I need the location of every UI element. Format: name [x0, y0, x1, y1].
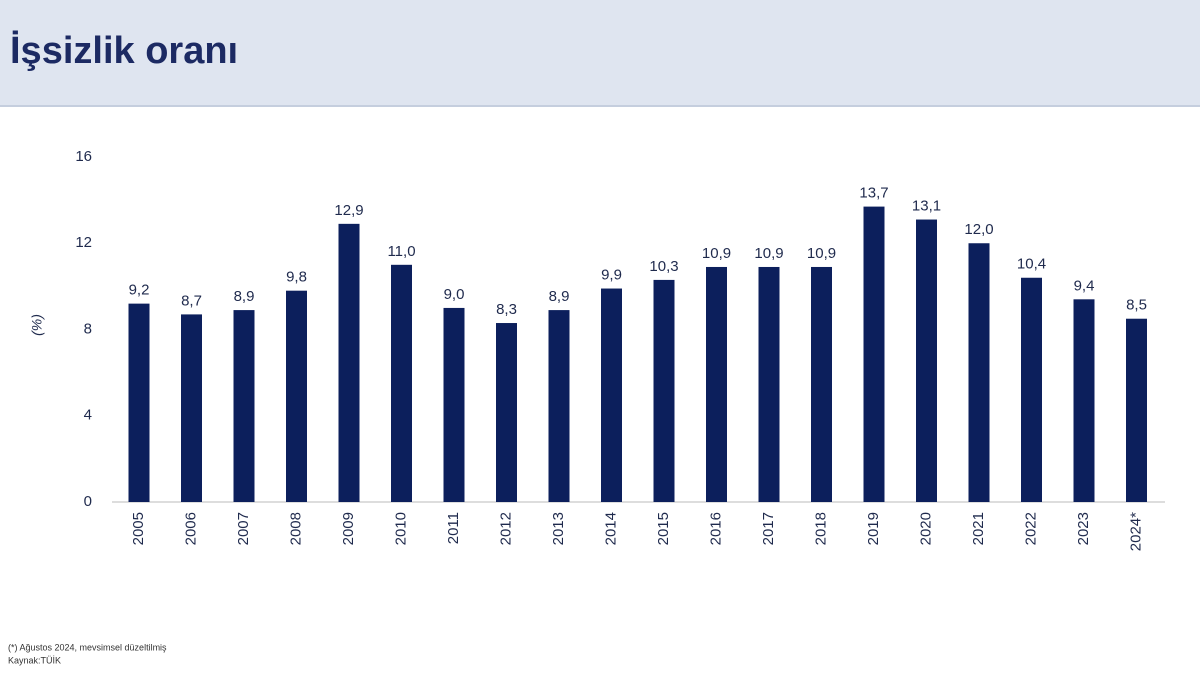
bar [758, 266, 780, 502]
x-tick-label: 2009 [340, 512, 357, 545]
value-label: 9,4 [1074, 277, 1095, 294]
x-tick-label: 2021 [970, 512, 987, 545]
x-tick-label: 2011 [445, 512, 462, 544]
x-tick-label: 2017 [760, 512, 777, 545]
x-tick-label: 2014 [602, 512, 619, 545]
x-tick-label: 2016 [707, 512, 724, 545]
y-tick-label: 12 [75, 234, 92, 251]
source: Kaynak:TÜİK [8, 655, 61, 665]
footnote: (*) Ağustos 2024, mevsimsel düzeltilmiş [8, 642, 167, 652]
value-label: 8,3 [496, 301, 517, 318]
y-axis-label: (%) [29, 314, 45, 336]
x-tick-label: 2010 [392, 512, 409, 545]
y-tick-label: 16 [75, 148, 92, 165]
bar [233, 310, 255, 502]
value-label: 13,1 [912, 198, 941, 215]
y-tick-label: 4 [84, 407, 92, 424]
x-tick-label: 2008 [287, 512, 304, 545]
value-label: 10,9 [807, 245, 836, 262]
bar [443, 307, 465, 502]
bar [706, 266, 727, 502]
chart-title: İşsizlik oranı [10, 30, 239, 72]
value-label: 10,3 [649, 258, 678, 275]
bar [1126, 318, 1147, 502]
x-tick-label: 2006 [182, 512, 199, 545]
x-tick-label: 2018 [812, 512, 829, 545]
bar [548, 310, 570, 502]
bar [601, 288, 622, 502]
value-label: 8,7 [181, 292, 202, 309]
x-tick-label: 2007 [235, 512, 252, 545]
bar [128, 303, 150, 502]
value-label: 9,9 [601, 267, 622, 284]
bar [286, 290, 307, 502]
value-label: 8,5 [1126, 297, 1147, 314]
bar [391, 264, 412, 502]
bar [1021, 277, 1042, 502]
x-tick-label: 2012 [497, 512, 514, 545]
value-label: 13,7 [859, 185, 888, 202]
x-tick-label: 2022 [1022, 512, 1039, 545]
bar [181, 314, 202, 502]
x-tick-label: 2005 [130, 512, 147, 545]
value-label: 10,4 [1017, 256, 1046, 273]
value-label: 9,0 [444, 286, 465, 303]
bar [653, 279, 675, 502]
x-tick-label: 2015 [655, 512, 672, 545]
x-tick-label: 2019 [865, 512, 882, 545]
value-label: 11,0 [387, 243, 415, 260]
bar [968, 243, 990, 502]
x-tick-label: 2023 [1075, 512, 1092, 545]
value-label: 10,9 [702, 245, 731, 262]
value-label: 8,9 [549, 288, 570, 305]
bar [1073, 299, 1095, 502]
value-label: 8,9 [234, 288, 255, 305]
y-tick-label: 0 [84, 493, 92, 510]
x-tick-label: 2020 [917, 512, 934, 545]
x-tick-label: 2013 [550, 512, 567, 545]
y-tick-label: 8 [84, 320, 92, 337]
value-label: 9,8 [286, 269, 307, 286]
x-tick-label: 2024* [1127, 512, 1144, 551]
value-label: 9,2 [129, 282, 150, 299]
bar [496, 323, 517, 502]
value-label: 12,9 [334, 202, 363, 219]
bar [916, 219, 937, 502]
bar [863, 206, 885, 502]
value-label: 12,0 [964, 221, 993, 238]
bar [811, 266, 832, 502]
bar [338, 223, 360, 502]
value-label: 10,9 [754, 245, 783, 262]
header: İşsizlik oranı [0, 0, 1200, 107]
